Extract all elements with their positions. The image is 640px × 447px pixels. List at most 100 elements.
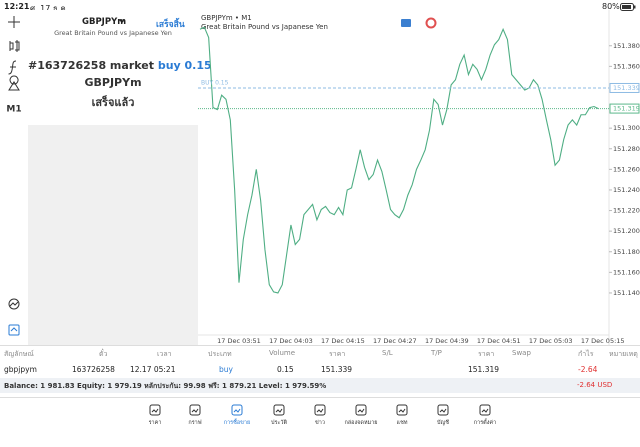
price-tag-label: 151.339 — [613, 84, 640, 92]
chart-subtitle: Great Britain Pound vs Japanese Yen — [201, 23, 328, 31]
price-tag — [609, 82, 640, 93]
header: เวลา — [157, 350, 172, 358]
nav-label[interactable]: ข่าว — [315, 420, 325, 426]
order-status: เสร็จแล้ว — [91, 96, 135, 109]
x-tick-label: 17 Dec 03:51 — [217, 337, 261, 345]
y-tick-label: 151.180 — [613, 248, 640, 256]
nav-icon[interactable] — [437, 404, 449, 416]
price-tag — [609, 103, 640, 114]
y-tick-label: 151.220 — [613, 207, 640, 215]
battery-icon — [620, 3, 636, 11]
y-tick-label: 151.360 — [613, 62, 640, 70]
trade-icon[interactable] — [8, 324, 20, 336]
nav-item[interactable]: การตั้งค่า — [465, 404, 505, 427]
indicators-icon[interactable] — [9, 40, 20, 52]
x-tick-label: 17 Dec 04:39 — [425, 337, 469, 345]
history-icon[interactable] — [8, 298, 20, 310]
nav-icon[interactable] — [314, 404, 326, 416]
nav-item[interactable]: ข่าว — [300, 404, 340, 427]
x-tick-label: 17 Dec 05:15 — [581, 337, 625, 345]
nav-icon[interactable] — [189, 404, 201, 416]
nav-item[interactable]: บัญชี — [423, 404, 463, 427]
header: Volume — [269, 349, 296, 357]
cell[interactable]: 0.15 — [277, 365, 294, 374]
nav-label[interactable]: แชท — [396, 420, 408, 426]
summary-bar — [0, 378, 640, 393]
nav-label[interactable]: การตั้งค่า — [473, 420, 497, 426]
cell[interactable]: gbpjpym — [4, 365, 37, 374]
toolbar[interactable]: M1 — [0, 10, 28, 345]
nav-icon[interactable] — [231, 404, 243, 416]
nav-item[interactable]: ประวัติ — [259, 404, 299, 427]
header: ราคา — [478, 350, 495, 358]
header: กำไร — [578, 350, 594, 358]
order-ticket: #163726258 market — [28, 59, 154, 72]
balance: Balance: 1 981.83 Equity: 1 979.19 หลักป… — [4, 382, 327, 390]
price-tag-label: 151.319 — [613, 105, 640, 113]
y-tick-label: 151.380 — [613, 42, 640, 50]
nav-label[interactable]: ราคา — [148, 420, 162, 426]
header: T/P — [431, 349, 442, 357]
order-side: buy 0.15 — [157, 59, 212, 72]
function-icon[interactable] — [8, 60, 17, 75]
cell[interactable]: -2.64 — [578, 365, 598, 374]
header: ประเภท — [208, 350, 232, 358]
nav-icon[interactable] — [479, 404, 491, 416]
profit: -2.64 — [577, 381, 596, 389]
nav-item[interactable]: ราคา — [135, 404, 175, 427]
y-tick-label: 151.200 — [613, 227, 640, 235]
header: สัญลักษณ์ — [4, 350, 34, 358]
x-tick-label: 17 Dec 04:51 — [477, 337, 521, 345]
nav-item[interactable]: การซื้อขาย — [217, 404, 257, 427]
y-tick-label: 151.140 — [613, 289, 640, 297]
nav-icon[interactable] — [273, 404, 285, 416]
order-message: #163726258 market buy 0.15 — [28, 59, 212, 72]
nav-label[interactable]: ประวัติ — [270, 420, 288, 426]
price-line — [199, 26, 599, 294]
chevron[interactable] — [119, 19, 125, 24]
nav-label[interactable]: กราฟ — [188, 420, 202, 426]
chart[interactable]: GBPJPYm • M1 Great Britain Pound vs Japa… — [198, 10, 640, 345]
x-tick-label: 17 Dec 04:27 — [373, 337, 417, 345]
chart-icon[interactable] — [401, 19, 411, 27]
level-label: BUY 0.15 — [201, 79, 229, 86]
x-tick-label: 17 Dec 05:03 — [529, 337, 573, 345]
nav-item[interactable]: กล่องจดหมาย — [341, 404, 381, 427]
nav-icon[interactable] — [355, 404, 367, 416]
nav-label[interactable]: กล่องจดหมาย — [344, 420, 378, 426]
done-button[interactable]: เสร็จสิ้น — [156, 20, 185, 30]
status-date: ศ. 17 ธ.ค. — [30, 4, 69, 13]
nav-icon[interactable] — [396, 404, 408, 416]
cell[interactable]: buy — [219, 365, 233, 374]
panel-description: Great Britain Pound vs Japanese Yen — [54, 29, 172, 37]
cell[interactable]: 163726258 — [72, 365, 115, 374]
nav-label[interactable]: การซื้อขาย — [223, 420, 251, 426]
cell[interactable]: 151.339 — [321, 365, 353, 374]
x-tick-label: 17 Dec 04:15 — [321, 337, 365, 345]
header: ตั๋ว — [99, 350, 108, 358]
objects-icon[interactable] — [8, 75, 20, 91]
cell[interactable]: 12.17 05:21 — [130, 365, 176, 374]
status-battery: 80% — [602, 2, 620, 11]
nav-item[interactable]: แชท — [382, 404, 422, 427]
timeframe[interactable]: M1 — [6, 105, 21, 115]
status-time: 12:21 — [4, 2, 30, 11]
header: หมายเหตุ — [609, 350, 638, 358]
panel-symbol[interactable]: GBPJPYm — [82, 17, 127, 27]
divider — [0, 345, 640, 346]
nav-icon[interactable] — [149, 404, 161, 416]
header: S/L — [382, 349, 393, 357]
y-tick-label: 151.160 — [613, 268, 640, 276]
y-tick-label: 151.280 — [613, 145, 640, 153]
header: Swap — [512, 349, 531, 357]
header: ราคา — [329, 350, 346, 358]
chart-icon[interactable] — [425, 17, 437, 29]
crosshair-icon[interactable] — [8, 16, 20, 28]
cell[interactable]: 151.319 — [468, 365, 500, 374]
y-tick-label: 151.300 — [613, 124, 640, 132]
nav-label[interactable]: บัญชี — [437, 420, 449, 426]
chart-title: GBPJPYm • M1 — [201, 14, 252, 22]
nav-item[interactable]: กราฟ — [175, 404, 215, 427]
y-tick-label: 151.240 — [613, 186, 640, 194]
